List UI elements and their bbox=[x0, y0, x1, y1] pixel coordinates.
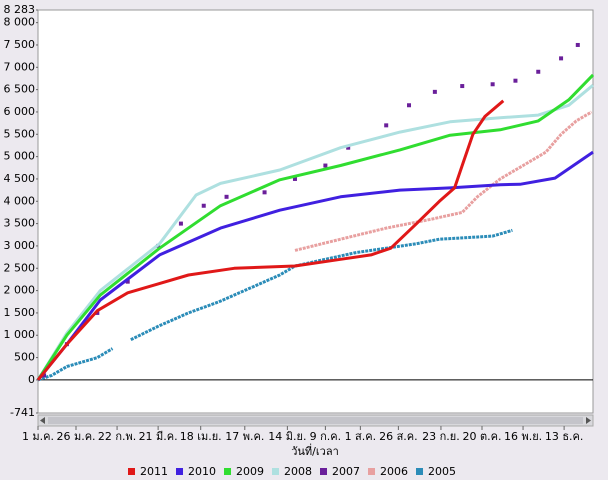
legend-marker bbox=[128, 468, 135, 475]
legend-marker bbox=[224, 468, 231, 475]
data-point bbox=[201, 203, 206, 208]
legend-label: 2008 bbox=[284, 465, 312, 478]
scrollbar-thumb[interactable] bbox=[48, 417, 583, 424]
y-tick-label: 7 000 bbox=[4, 60, 36, 73]
legend-label: 2005 bbox=[428, 465, 456, 478]
y-tick-label: 8 000 bbox=[4, 16, 36, 29]
x-axis-title: วันที่/เวลา bbox=[291, 443, 339, 458]
series-line bbox=[36, 150, 594, 381]
x-tick-label: 9 ก.ค. bbox=[310, 430, 342, 443]
x-tick-label: 17 พ.ค. bbox=[225, 430, 264, 443]
y-tick-label: 2 500 bbox=[4, 261, 36, 274]
y-tick-label: -741 bbox=[10, 406, 35, 419]
y-tick-label: 7 500 bbox=[4, 38, 36, 51]
legend-marker bbox=[368, 468, 375, 475]
legend-marker bbox=[272, 468, 279, 475]
y-tick-label: 500 bbox=[14, 351, 35, 364]
x-tick-label: 1 ส.ค. bbox=[345, 430, 377, 443]
legend-label: 2007 bbox=[332, 465, 360, 478]
series-line bbox=[37, 228, 513, 382]
data-point bbox=[536, 69, 541, 74]
data-point bbox=[384, 123, 389, 128]
data-point bbox=[125, 279, 130, 284]
series-line bbox=[294, 110, 593, 252]
data-point bbox=[292, 176, 297, 181]
x-tick-label: 1 ม.ค. bbox=[22, 430, 54, 443]
data-point bbox=[575, 42, 580, 47]
y-tick-label: 8 283 bbox=[4, 3, 36, 16]
data-point bbox=[42, 373, 47, 378]
data-point bbox=[178, 221, 183, 226]
legend-label: 2010 bbox=[188, 465, 216, 478]
x-tick-label: 21 มี.ค. bbox=[139, 430, 178, 443]
y-tick-label: 6 000 bbox=[4, 105, 36, 118]
legend-label: 2009 bbox=[236, 465, 264, 478]
y-tick-label: 2 000 bbox=[4, 284, 36, 297]
x-tick-label: 16 พ.ย. bbox=[504, 430, 542, 443]
x-tick-label: 23 ก.ย. bbox=[422, 430, 460, 443]
x-tick-label: 18 เม.ย. bbox=[180, 430, 222, 443]
x-tick-label: 14 มิ.ย. bbox=[268, 430, 306, 443]
y-tick-label: 3 500 bbox=[4, 217, 36, 230]
x-tick-label: 26 ส.ค. bbox=[379, 430, 418, 443]
legend-marker bbox=[416, 468, 423, 475]
data-point bbox=[490, 82, 495, 87]
y-tick-label: 1 000 bbox=[4, 328, 36, 341]
y-tick-label: 4 000 bbox=[4, 194, 36, 207]
data-point bbox=[346, 145, 351, 150]
y-tick-label: 5 500 bbox=[4, 127, 36, 140]
data-point bbox=[460, 84, 465, 89]
data-point bbox=[323, 163, 328, 168]
series-line bbox=[36, 99, 505, 381]
x-tick-label: 20 ต.ค. bbox=[463, 430, 502, 443]
legend-marker bbox=[176, 468, 183, 475]
y-tick-label: 3 000 bbox=[4, 239, 36, 252]
data-point bbox=[432, 89, 437, 94]
legend-marker bbox=[320, 468, 327, 475]
series-line bbox=[36, 73, 595, 381]
legend-label: 2006 bbox=[380, 465, 408, 478]
x-tick-label: 13 ธ.ค. bbox=[545, 430, 584, 443]
series-line bbox=[36, 84, 594, 381]
y-tick-label: 1 500 bbox=[4, 306, 36, 319]
x-tick-label: 26 ม.ค. bbox=[56, 430, 95, 443]
data-point bbox=[407, 103, 412, 108]
y-tick-label: 0 bbox=[28, 373, 35, 386]
data-point bbox=[224, 194, 229, 199]
scroll-left-arrow[interactable] bbox=[40, 417, 45, 424]
y-tick-label: 5 000 bbox=[4, 150, 36, 163]
data-point bbox=[262, 190, 267, 195]
data-point bbox=[559, 56, 564, 61]
data-point bbox=[513, 78, 518, 83]
legend-label: 2011 bbox=[140, 465, 168, 478]
x-tick-label: 22 ก.พ. bbox=[98, 430, 136, 443]
plot-area bbox=[37, 9, 594, 414]
y-tick-label: 4 500 bbox=[4, 172, 36, 185]
y-tick-label: 6 500 bbox=[4, 83, 36, 96]
scroll-right-arrow[interactable] bbox=[586, 417, 591, 424]
